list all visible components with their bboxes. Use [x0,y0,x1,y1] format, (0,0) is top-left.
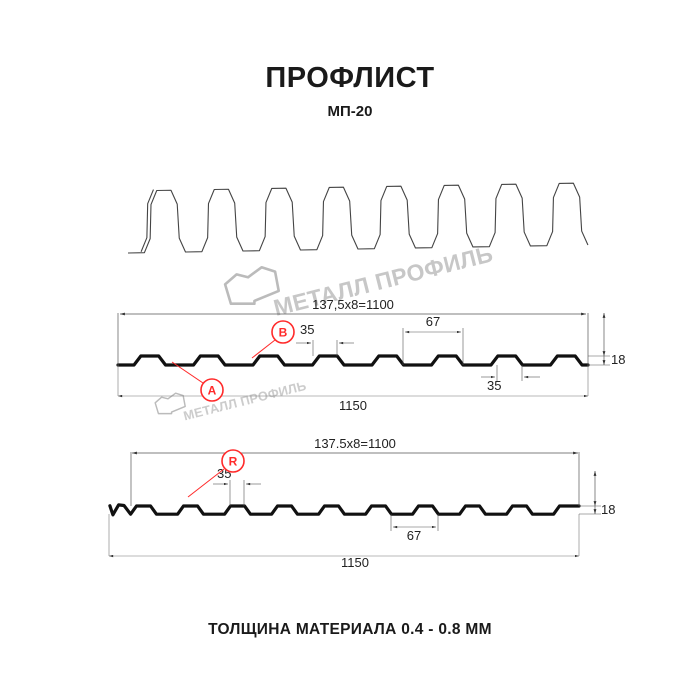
svg-text:ПРОФЛИСТ: ПРОФЛИСТ [265,62,434,94]
svg-text:ТОЛЩИНА МАТЕРИАЛА 0.4 - 0.8 ММ: ТОЛЩИНА МАТЕРИАЛА 0.4 - 0.8 ММ [208,621,492,638]
svg-text:1150: 1150 [339,398,367,413]
svg-text:18: 18 [601,502,615,517]
svg-text:137,5x8=1100: 137,5x8=1100 [312,297,394,312]
svg-text:137.5x8=1100: 137.5x8=1100 [314,436,396,451]
svg-text:35: 35 [487,378,501,393]
svg-text:67: 67 [407,528,421,543]
svg-text:35: 35 [300,322,314,337]
svg-text:67: 67 [426,314,440,329]
svg-text:18: 18 [611,352,625,367]
svg-text:R: R [229,455,238,469]
svg-text:МП-20: МП-20 [328,103,373,120]
svg-text:1150: 1150 [341,555,369,570]
svg-text:A: A [208,384,217,398]
svg-text:B: B [279,326,288,340]
